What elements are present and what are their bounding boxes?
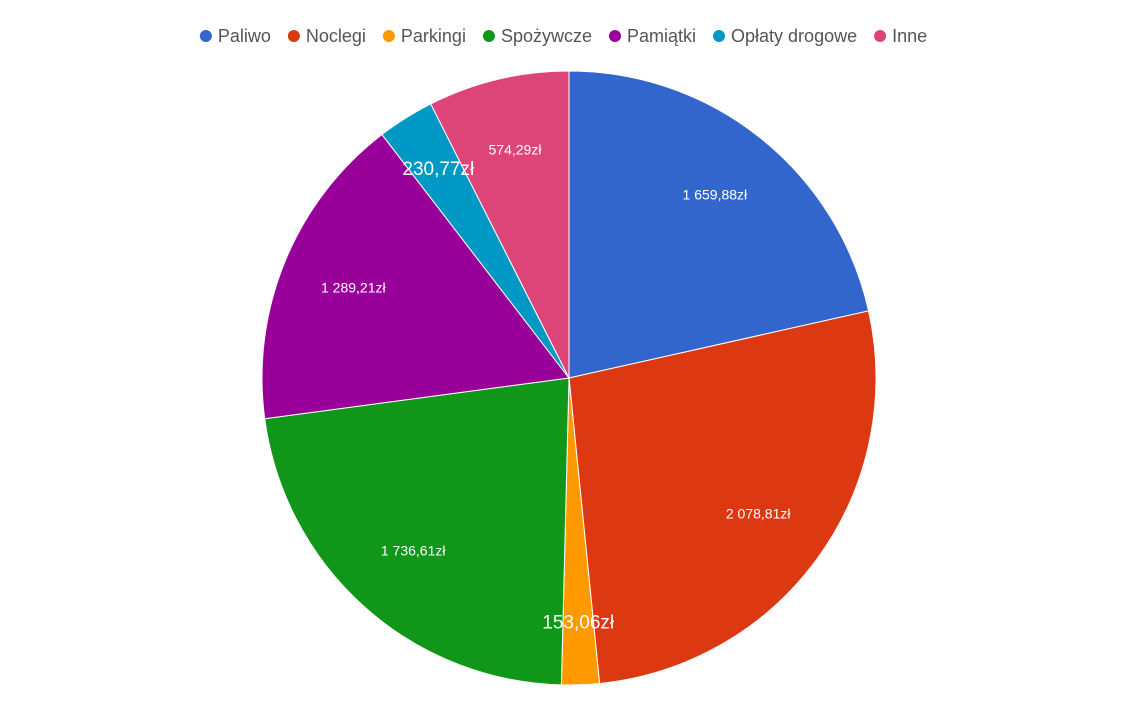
labels: 1 659,88zł 2 078,81zł 153,06zł 1 736,61zł 1 …: [321, 142, 791, 634]
legend-marker: [713, 30, 726, 42]
pie: [261, 70, 877, 686]
legend-label: Inne: [892, 26, 927, 46]
legend-label: Paliwo: [218, 26, 271, 46]
slice-label: 2 078,81zł: [726, 505, 791, 521]
legend-item: Noclegi: [287, 26, 366, 46]
legend-label: Opłaty drogowe: [731, 26, 857, 46]
slice-label: 1 289,21zł: [321, 280, 386, 296]
legend-item: Paliwo: [199, 26, 271, 46]
legend-label: Spożywcze: [501, 26, 592, 46]
slice-label: 230,77zł: [402, 159, 475, 180]
slice: [264, 377, 570, 686]
legend-item: Pamiątki: [608, 26, 696, 46]
slice: [568, 310, 877, 685]
slice-label: 574,29zł: [489, 142, 543, 158]
legend-marker: [382, 30, 395, 42]
slice: [261, 133, 570, 420]
legend-marker: [199, 30, 212, 42]
legend-marker: [482, 30, 495, 42]
legend-item: Inne: [874, 26, 927, 46]
legend-marker: [874, 30, 887, 42]
slice-label: 1 736,61zł: [381, 542, 446, 558]
legend-item: Opłaty drogowe: [713, 26, 857, 46]
slice-label: 153,06zł: [542, 612, 615, 633]
legend-label: Parkingi: [401, 26, 466, 46]
slice: [568, 70, 870, 379]
legend: Paliwo Noclegi Parkingi Spożywcze Pamiątki Op…: [199, 26, 927, 46]
legend-item: Parkingi: [382, 26, 466, 46]
legend-label: Noclegi: [306, 26, 366, 46]
legend-marker: [287, 30, 300, 42]
slice-label: 1 659,88zł: [683, 187, 748, 203]
legend-item: Spożywcze: [482, 26, 592, 46]
slice: [430, 70, 570, 379]
legend-marker: [608, 30, 621, 42]
legend-label: Pamiątki: [627, 26, 696, 46]
